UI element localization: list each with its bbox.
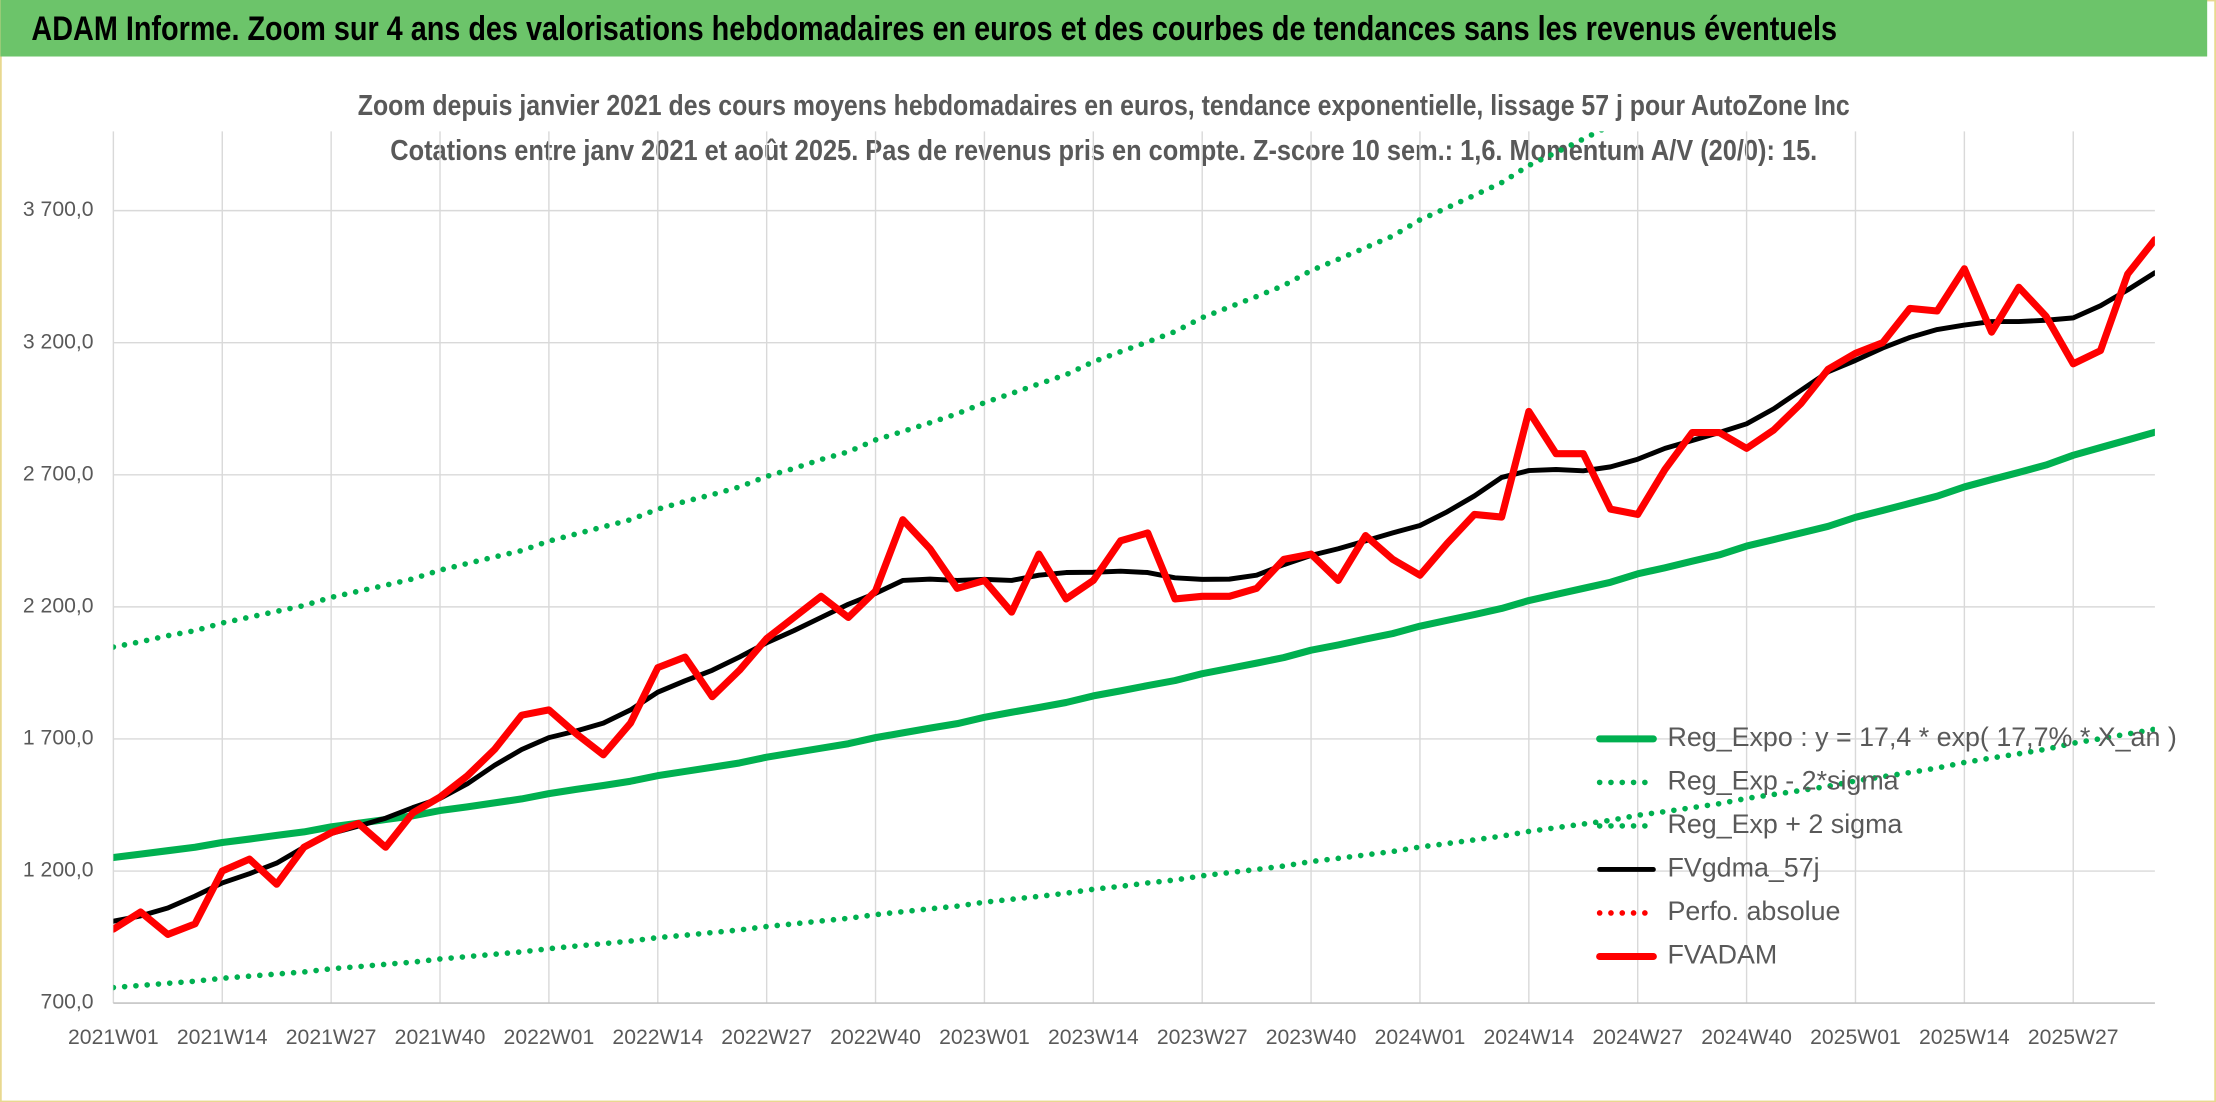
y-tick-label: 3 200,0 <box>23 330 94 353</box>
plot-area <box>113 131 2155 991</box>
x-tick-label: 2022W14 <box>612 1026 703 1049</box>
legend-label: Reg_Expo : y = 17,4 * exp( 17,7% * X_an … <box>1667 722 2176 752</box>
y-tick-label: 2 200,0 <box>23 594 94 617</box>
legend-label: Reg_Exp - 2*sigma <box>1667 766 1898 796</box>
chart-title: ADAM Informe. Zoom sur 4 ans des valoris… <box>31 10 1837 48</box>
x-tick-label: 2023W27 <box>1157 1026 1248 1049</box>
x-tick-label: 2023W40 <box>1266 1026 1357 1049</box>
x-tick-label: 2023W14 <box>1048 1026 1139 1049</box>
series-line <box>113 726 2155 991</box>
chart-subtitle: Zoom depuis janvier 2021 des cours moyen… <box>358 89 1850 121</box>
y-tick-label: 3 700,0 <box>23 198 94 221</box>
x-tick-label: 2024W14 <box>1483 1026 1574 1049</box>
chart-subtitle: Cotations entre janv 2021 et août 2025. … <box>390 134 1817 166</box>
header-band <box>0 0 2208 57</box>
series-line <box>113 236 2155 938</box>
x-tick-label: 2021W01 <box>68 1026 159 1049</box>
legend-label: Reg_Exp + 2 sigma <box>1667 809 1902 839</box>
x-tick-label: 2021W27 <box>286 1026 377 1049</box>
legend-label: FVgdma_57j <box>1667 853 1819 883</box>
x-tick-label: 2025W01 <box>1810 1026 1901 1049</box>
y-tick-label: 1 200,0 <box>23 859 94 882</box>
series-line <box>113 131 1605 650</box>
x-tick-label: 2023W01 <box>939 1026 1030 1049</box>
x-tick-label: 2021W40 <box>395 1026 486 1049</box>
x-tick-label: 2021W14 <box>177 1026 268 1049</box>
x-tick-label: 2022W27 <box>721 1026 812 1049</box>
x-tick-label: 2025W27 <box>2028 1026 2119 1049</box>
series-line <box>113 428 2155 862</box>
x-tick-label: 2022W01 <box>504 1026 595 1049</box>
x-tick-label: 2024W40 <box>1701 1026 1792 1049</box>
x-tick-label: 2022W40 <box>830 1026 921 1049</box>
x-tick-label: 2025W14 <box>1919 1026 2010 1049</box>
x-tick-label: 2024W27 <box>1592 1026 1683 1049</box>
legend-label: FVADAM <box>1667 940 1777 970</box>
x-tick-label: 2024W01 <box>1375 1026 1466 1049</box>
y-tick-label: 1 700,0 <box>23 727 94 750</box>
y-tick-label: 700,0 <box>41 991 94 1014</box>
legend-label: Perfo. absolue <box>1667 896 1840 926</box>
y-tick-label: 2 700,0 <box>23 462 94 485</box>
